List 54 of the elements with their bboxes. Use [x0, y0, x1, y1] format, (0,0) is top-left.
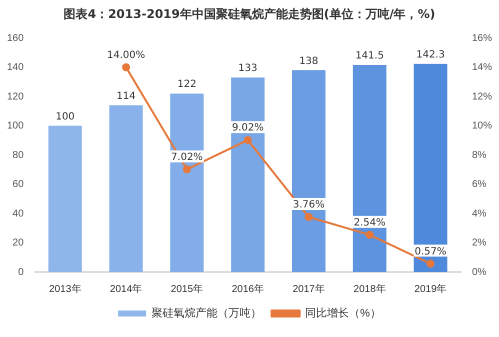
point [122, 63, 130, 72]
bar [352, 65, 386, 272]
y-tick-label: 80 [12, 150, 24, 161]
y-tick-label: 160 [6, 32, 24, 44]
x-tick-label: 2013年 [49, 282, 82, 295]
data-label: 122 [177, 79, 196, 90]
x-tick-label: 2015年 [170, 282, 204, 295]
y-tick-label: 0 [18, 266, 24, 278]
bar [414, 64, 448, 272]
legend-label: 聚硅氧烷产能（万吨） [152, 306, 262, 320]
y-tick-label: 60 [12, 179, 24, 190]
data-label: 9.02% [232, 122, 264, 134]
y2-tick-label: 16% [472, 32, 492, 44]
x-tick-label: 2014年 [110, 282, 142, 295]
bar [109, 105, 143, 272]
data-label: 0.57% [414, 246, 446, 258]
y-tick-label: 140 [6, 62, 24, 73]
data-label: 14.00% [106, 50, 146, 61]
y-tick-label: 120 [6, 91, 24, 102]
y-tick-label: 40 [12, 208, 24, 220]
data-label: 133 [238, 63, 258, 74]
y2-tick-label: 10% [472, 120, 492, 132]
bar [170, 94, 204, 272]
point [426, 260, 435, 268]
y2-tick-label: 2% [472, 238, 487, 248]
bar [48, 126, 82, 272]
data-label: 114 [116, 90, 136, 102]
y2-tick-label: 8% [472, 150, 487, 161]
y2-tick-label: 4% [472, 208, 487, 220]
x-tick-label: 2019年 [414, 282, 447, 295]
x-tick-label: 2018年 [354, 282, 386, 295]
point [304, 213, 313, 222]
legend-label: 同比增长（%） [305, 306, 381, 320]
x-tick-label: 2017年 [292, 282, 325, 295]
data-label: 2.54% [354, 217, 386, 228]
y2-tick-label: 6% [472, 179, 487, 190]
data-label: 142.3 [416, 49, 445, 60]
data-label: 141.5 [355, 50, 384, 62]
point [244, 136, 252, 144]
bar [292, 70, 326, 272]
point [366, 230, 374, 239]
point [182, 165, 191, 174]
y2-tick-label: 12% [472, 91, 492, 102]
data-label: 7.02% [171, 152, 203, 163]
bar [231, 77, 265, 272]
y-tick-label: 100 [6, 120, 24, 132]
data-label: 3.76% [292, 200, 325, 211]
chart-title: 图表4：2013-2019年中国聚硅氧烷产能走势图(单位：万吨/年，%) [62, 6, 436, 23]
data-label: 138 [299, 56, 318, 67]
y2-tick-label: 0% [472, 266, 487, 278]
y-tick-label: 20 [12, 238, 24, 248]
x-tick-label: 2016年 [232, 282, 264, 295]
y2-tick-label: 14% [472, 62, 492, 73]
data-label: 100 [56, 111, 75, 122]
